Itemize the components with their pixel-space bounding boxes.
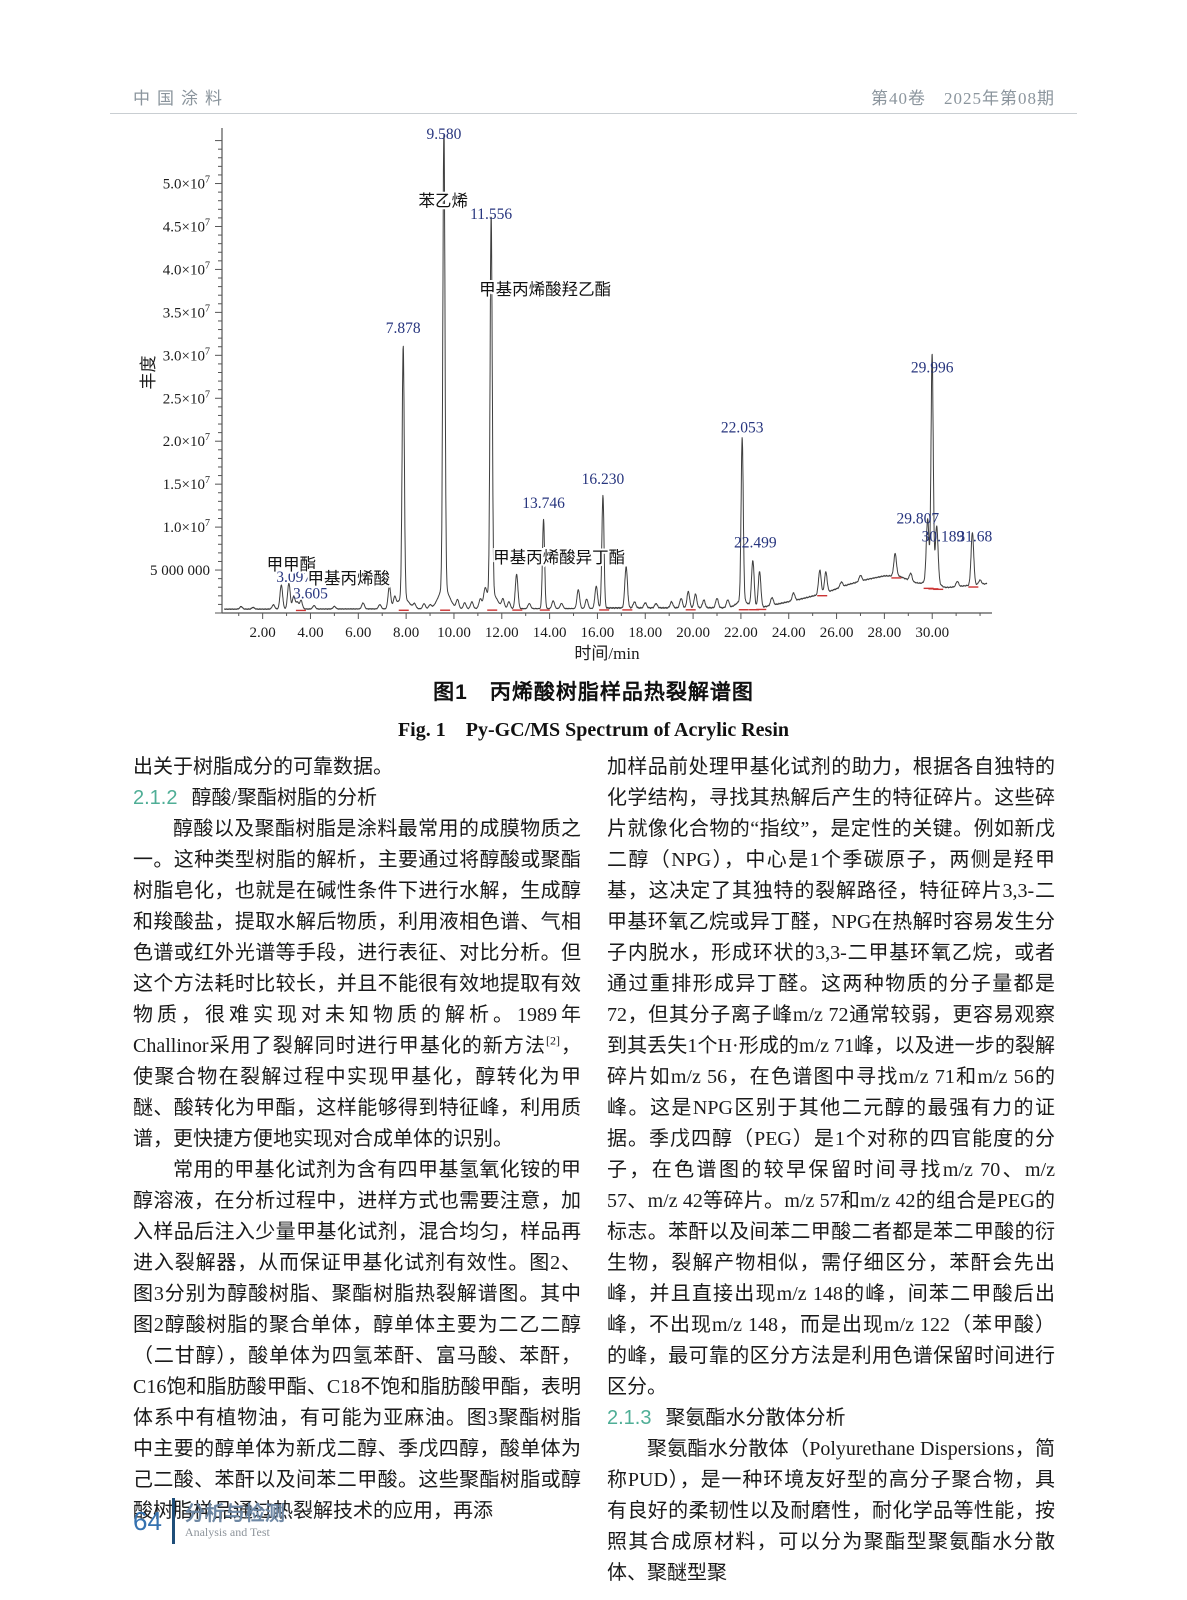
page-footer: 64 分析与检测 Analysis and Test <box>133 1498 285 1544</box>
svg-text:30.00: 30.00 <box>915 625 949 641</box>
svg-text:4.0×107: 4.0×107 <box>163 260 210 278</box>
svg-text:16.00: 16.00 <box>581 625 615 641</box>
header-divider <box>110 113 1077 114</box>
section-number: 2.1.2 <box>133 787 178 809</box>
svg-text:18.00: 18.00 <box>628 625 662 641</box>
svg-text:13.746: 13.746 <box>522 495 565 512</box>
svg-text:3.605: 3.605 <box>293 585 328 602</box>
svg-text:9.580: 9.580 <box>426 126 461 143</box>
footer-section: 分析与检测 Analysis and Test <box>185 1503 285 1540</box>
svg-text:1.5×107: 1.5×107 <box>163 475 210 493</box>
svg-text:苯乙烯: 苯乙烯 <box>418 192 468 211</box>
svg-text:12.00: 12.00 <box>485 625 519 641</box>
svg-text:4.00: 4.00 <box>297 625 323 641</box>
journal-title: 中国涂料 <box>133 89 229 108</box>
svg-text:20.00: 20.00 <box>676 625 710 641</box>
page-header: 中国涂料 第40卷 2025年第08期 <box>133 84 1055 109</box>
svg-text:28.00: 28.00 <box>868 625 902 641</box>
figure-caption-zh: 图1 丙烯酸树脂样品热裂解谱图 <box>433 681 754 704</box>
svg-text:4.5×107: 4.5×107 <box>163 217 210 235</box>
section-heading-2-1-3: 2.1.3 聚氨酯水分散体分析 <box>607 1403 1055 1434</box>
svg-text:5 000 000: 5 000 000 <box>150 563 210 579</box>
svg-text:30.189: 30.189 <box>922 529 965 546</box>
paragraph-pud: 聚氨酯水分散体（Polyurethane Dispersions，简称PUD），… <box>607 1438 1055 1584</box>
svg-text:5.0×107: 5.0×107 <box>163 175 210 193</box>
svg-text:丰度: 丰度 <box>139 356 158 390</box>
svg-text:甲甲酯: 甲甲酯 <box>267 555 317 574</box>
figure-caption-en: Fig. 1 Py-GC/MS Spectrum of Acrylic Resi… <box>397 719 790 741</box>
paragraph-alkyd-analysis: 醇酸以及聚酯树脂是涂料最常用的成膜物质之一。这种类型树脂的解析，主要通过将醇酸或… <box>133 814 581 1155</box>
svg-text:1.0×107: 1.0×107 <box>163 518 210 536</box>
section-number: 2.1.3 <box>607 1407 652 1429</box>
svg-text:22.00: 22.00 <box>724 625 758 641</box>
svg-text:26.00: 26.00 <box>820 625 854 641</box>
paragraph-fragments: 加样品前处理甲基化试剂的助力，根据各自独特的化学结构，寻找其热解后产生的特征碎片… <box>607 756 1055 1398</box>
paragraph-text: ，使聚合物在裂解过程中实现甲基化，醇转化为甲醚、酸转化为甲酯，这样能够得到特征峰… <box>133 1035 582 1150</box>
volume-issue: 第40卷 2025年第08期 <box>871 89 1055 108</box>
left-column: 出关于树脂成分的可靠数据。 2.1.2 醇酸/聚酯树脂的分析 醇酸以及聚酯树脂是… <box>133 752 581 1589</box>
svg-text:8.00: 8.00 <box>393 625 419 641</box>
svg-text:22.053: 22.053 <box>721 420 764 437</box>
svg-text:2.00: 2.00 <box>250 625 276 641</box>
section-title: 醇酸/聚酯树脂的分析 <box>191 787 378 809</box>
svg-text:31.68: 31.68 <box>957 529 992 546</box>
pyrogram-chart: 5 000 000 1.0×107 1.5×107 2.0×107 2.5×107 3.0… <box>139 126 992 663</box>
svg-text:甲基丙烯酸异丁酯: 甲基丙烯酸异丁酯 <box>493 548 625 567</box>
svg-text:时间/min: 时间/min <box>574 644 640 663</box>
reference-marker: [2] <box>545 1033 560 1048</box>
svg-text:14.00: 14.00 <box>533 625 567 641</box>
page-number: 64 <box>133 1505 162 1536</box>
figure-caption: 图1 丙烯酸树脂样品热裂解谱图 Fig. 1 Py-GC/MS Spectrum… <box>0 676 1187 742</box>
footer-divider-bar <box>171 1498 175 1544</box>
section-heading-2-1-2: 2.1.2 醇酸/聚酯树脂的分析 <box>133 783 581 814</box>
svg-text:11.556: 11.556 <box>470 206 512 223</box>
svg-text:3.0×107: 3.0×107 <box>163 346 210 364</box>
svg-text:2.5×107: 2.5×107 <box>163 389 210 407</box>
svg-text:22.499: 22.499 <box>734 535 777 552</box>
svg-text:29.996: 29.996 <box>911 360 954 377</box>
svg-text:3.097: 3.097 <box>276 569 311 586</box>
figure-1-container: 5 000 000 1.0×107 1.5×107 2.0×107 2.5×107 3.0… <box>130 122 1010 672</box>
paragraph-continuation: 出关于树脂成分的可靠数据。 <box>133 756 393 778</box>
svg-text:10.00: 10.00 <box>437 625 471 641</box>
svg-text:6.00: 6.00 <box>345 625 371 641</box>
svg-text:2.0×107: 2.0×107 <box>163 432 210 450</box>
body-text: 出关于树脂成分的可靠数据。 2.1.2 醇酸/聚酯树脂的分析 醇酸以及聚酯树脂是… <box>133 752 1055 1589</box>
footer-section-zh: 分析与检测 <box>184 1502 285 1525</box>
right-column: 加样品前处理甲基化试剂的助力，根据各自独特的化学结构，寻找其热解后产生的特征碎片… <box>607 752 1055 1589</box>
paragraph-text: 醇酸以及聚酯树脂是涂料最常用的成膜物质之一。这种类型树脂的解析，主要通过将醇酸或… <box>133 818 581 1057</box>
svg-text:3.5×107: 3.5×107 <box>163 303 210 321</box>
paragraph-methylation-reagent: 常用的甲基化试剂为含有四甲基氢氧化铵的甲醇溶液，在分析过程中，进样方式也需要注意… <box>133 1159 581 1522</box>
footer-section-en: Analysis and Test <box>184 1524 270 1539</box>
svg-text:甲基丙烯酸羟乙酯: 甲基丙烯酸羟乙酯 <box>479 280 611 299</box>
svg-text:29.807: 29.807 <box>897 511 940 528</box>
section-title: 聚氨酯水分散体分析 <box>665 1407 846 1429</box>
svg-text:24.00: 24.00 <box>772 625 806 641</box>
svg-text:甲基丙烯酸: 甲基丙烯酸 <box>307 569 390 588</box>
svg-text:7.878: 7.878 <box>386 320 421 337</box>
svg-text:16.230: 16.230 <box>582 471 625 488</box>
